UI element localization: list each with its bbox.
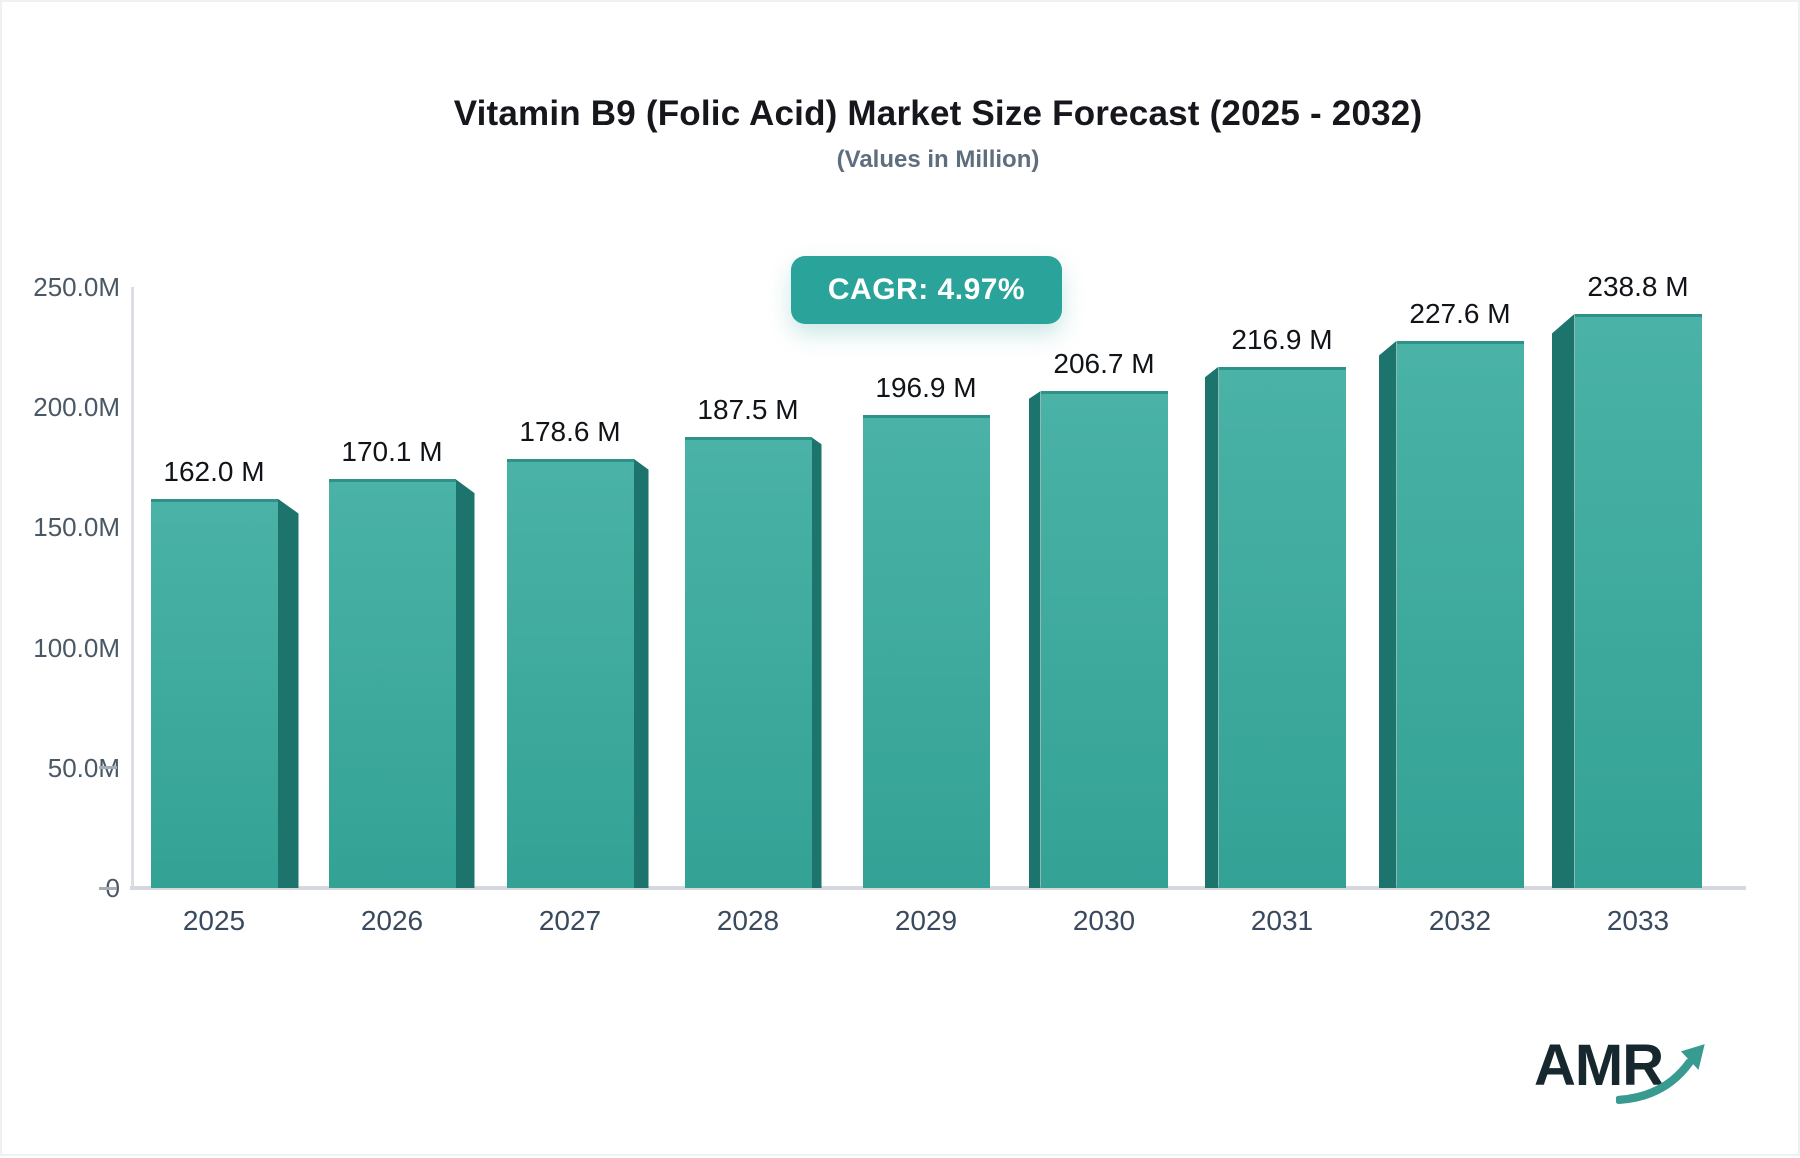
bar-3d-side (811, 437, 822, 888)
chart-subtitle: (Values in Million) (836, 146, 1040, 173)
y-axis-tick-label: 250.0M (33, 272, 120, 302)
amr-logo: AMR (1534, 1034, 1724, 1118)
bar-value-label: 206.7 M (1053, 348, 1155, 380)
bar (506, 458, 634, 888)
x-axis-tick-label: 2027 (538, 905, 602, 936)
x-axis-tick-label: 2025 (182, 905, 246, 936)
bar-value-label: 238.8 M (1587, 270, 1689, 302)
chart-header: Vitamin B9 (Folic Acid) Market Size Fore… (132, 94, 1744, 174)
x-axis-baseline (130, 886, 1746, 890)
cagr-badge: CAGR: 4.97% (791, 256, 1062, 324)
bar-value-label: 187.5 M (697, 394, 799, 426)
x-axis-tick-label: 2033 (1606, 905, 1670, 936)
bar-value-label: 170.1 M (341, 436, 443, 468)
growth-arrow-icon (1616, 1044, 1705, 1104)
bar-value-label: 196.9 M (875, 371, 977, 403)
bar (150, 498, 278, 888)
x-axis-tick-label: 2030 (1072, 905, 1136, 936)
cagr-badge-label: CAGR: 4.97% (827, 273, 1026, 306)
bar-3d-side (277, 498, 299, 888)
x-axis-tick-label: 2031 (1250, 905, 1314, 936)
chart-title: Vitamin B9 (Folic Acid) Market Size Fore… (453, 94, 1423, 133)
bar (1574, 313, 1702, 888)
bar (1218, 366, 1346, 888)
bar-3d-side (455, 479, 475, 888)
y-axis-tick-mark (99, 766, 117, 770)
bar (328, 479, 456, 888)
bar-3d-side (633, 458, 649, 888)
y-axis-tick-label: 150.0M (33, 512, 120, 543)
bar-3d-side (1378, 340, 1397, 888)
x-axis-tick-label: 2026 (360, 905, 424, 936)
y-axis-tick-mark (99, 886, 117, 890)
x-axis-tick-label: 2028 (716, 905, 780, 936)
y-axis-tick-label: 100.0M (33, 632, 120, 663)
bar-value-label: 216.9 M (1231, 323, 1333, 355)
y-axis-line (131, 287, 134, 888)
bar (1396, 340, 1524, 888)
x-axis-tick-label: 2032 (1428, 905, 1492, 936)
amr-logo-text: AMR (1534, 1033, 1664, 1098)
bar-3d-side (1551, 313, 1575, 888)
x-axis-tick-label: 2029 (894, 905, 958, 936)
bar-3d-side (1204, 366, 1219, 888)
y-axis-tick-label: 200.0M (33, 392, 120, 423)
bar (862, 414, 990, 888)
bar-value-label: 178.6 M (519, 415, 621, 447)
bar (684, 437, 812, 888)
bar-value-label: 162.0 M (163, 455, 265, 487)
bar (1040, 391, 1168, 888)
bar-value-label: 227.6 M (1409, 297, 1511, 329)
bar-3d-side (1028, 391, 1041, 888)
